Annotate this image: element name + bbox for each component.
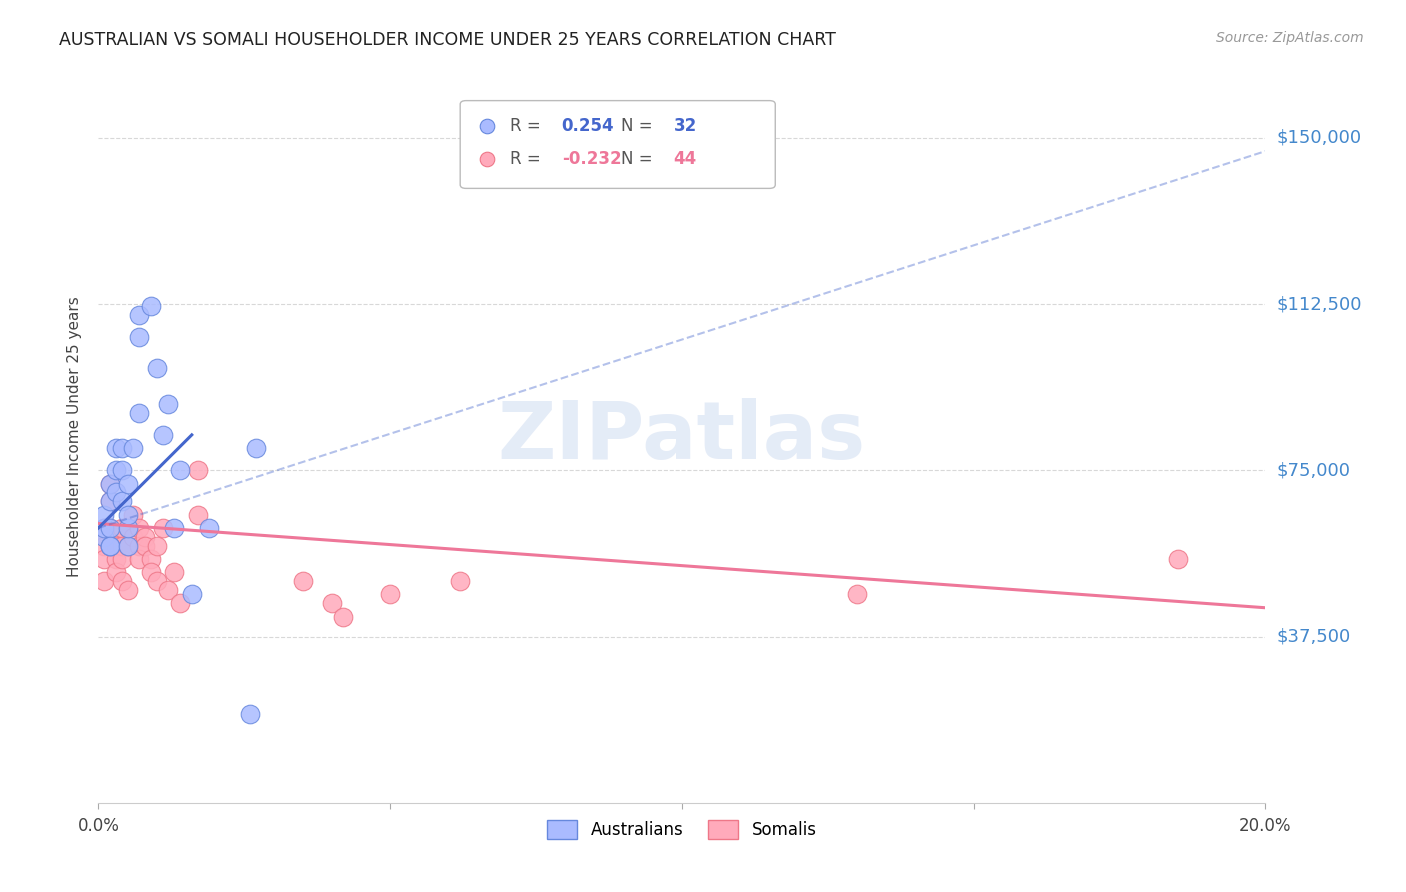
- Point: [111, 494, 134, 508]
- Point: [146, 361, 169, 376]
- Point: [169, 463, 191, 477]
- Point: [93, 574, 115, 589]
- Point: [104, 566, 127, 580]
- Text: N =: N =: [621, 117, 658, 136]
- Point: [321, 596, 343, 610]
- Text: $150,000: $150,000: [1277, 128, 1361, 147]
- Point: [122, 530, 145, 544]
- Point: [98, 494, 121, 508]
- Point: [380, 587, 402, 601]
- Point: [245, 441, 267, 455]
- Point: [139, 299, 162, 313]
- Text: -0.232: -0.232: [562, 150, 621, 168]
- Point: [98, 494, 121, 508]
- Point: [239, 707, 262, 722]
- Point: [98, 521, 121, 535]
- Point: [117, 582, 139, 597]
- Point: [117, 521, 139, 535]
- Text: $37,500: $37,500: [1277, 628, 1351, 646]
- Point: [449, 574, 471, 589]
- Point: [152, 521, 174, 535]
- Point: [93, 530, 115, 544]
- Point: [111, 521, 134, 535]
- Text: ZIPatlas: ZIPatlas: [498, 398, 866, 476]
- Point: [104, 441, 127, 455]
- Point: [846, 587, 869, 601]
- Text: 44: 44: [673, 150, 697, 168]
- Text: Source: ZipAtlas.com: Source: ZipAtlas.com: [1216, 31, 1364, 45]
- Point: [104, 530, 127, 544]
- Point: [139, 552, 162, 566]
- Point: [104, 485, 127, 500]
- Point: [117, 539, 139, 553]
- Point: [128, 308, 150, 322]
- Point: [111, 574, 134, 589]
- Point: [157, 397, 180, 411]
- Legend: Australians, Somalis: Australians, Somalis: [540, 814, 824, 846]
- Point: [128, 330, 150, 344]
- Point: [187, 508, 209, 522]
- Text: R =: R =: [510, 150, 547, 168]
- Point: [291, 574, 314, 589]
- Point: [157, 582, 180, 597]
- FancyBboxPatch shape: [460, 101, 775, 188]
- Point: [98, 539, 121, 553]
- Text: $112,500: $112,500: [1277, 295, 1362, 313]
- Point: [104, 552, 127, 566]
- Point: [93, 508, 115, 522]
- Point: [332, 609, 354, 624]
- Point: [163, 521, 186, 535]
- Point: [93, 530, 115, 544]
- Point: [128, 552, 150, 566]
- Point: [169, 596, 191, 610]
- Point: [128, 521, 150, 535]
- Point: [104, 463, 127, 477]
- Point: [128, 406, 150, 420]
- Point: [104, 539, 127, 553]
- Point: [98, 521, 121, 535]
- Point: [93, 521, 115, 535]
- Point: [117, 521, 139, 535]
- Point: [187, 463, 209, 477]
- Text: $75,000: $75,000: [1277, 461, 1351, 479]
- Point: [139, 566, 162, 580]
- Point: [128, 539, 150, 553]
- Point: [1167, 552, 1189, 566]
- Point: [111, 552, 134, 566]
- Text: AUSTRALIAN VS SOMALI HOUSEHOLDER INCOME UNDER 25 YEARS CORRELATION CHART: AUSTRALIAN VS SOMALI HOUSEHOLDER INCOME …: [59, 31, 837, 49]
- Text: 0.254: 0.254: [562, 117, 614, 136]
- Point: [146, 539, 169, 553]
- Point: [111, 539, 134, 553]
- Point: [93, 552, 115, 566]
- Point: [134, 539, 156, 553]
- Point: [93, 539, 115, 553]
- Point: [134, 530, 156, 544]
- Text: N =: N =: [621, 150, 658, 168]
- Point: [98, 539, 121, 553]
- Point: [93, 521, 115, 535]
- Point: [180, 587, 202, 601]
- Point: [122, 508, 145, 522]
- Y-axis label: Householder Income Under 25 years: Householder Income Under 25 years: [67, 297, 83, 577]
- Text: 32: 32: [673, 117, 697, 136]
- Point: [111, 463, 134, 477]
- Point: [122, 441, 145, 455]
- Point: [98, 539, 121, 553]
- Point: [111, 441, 134, 455]
- Point: [163, 566, 186, 580]
- Point: [117, 539, 139, 553]
- Point: [152, 428, 174, 442]
- Text: R =: R =: [510, 117, 547, 136]
- Point: [198, 521, 221, 535]
- Point: [98, 476, 121, 491]
- Point: [117, 476, 139, 491]
- Point: [98, 476, 121, 491]
- Point: [117, 508, 139, 522]
- Point: [146, 574, 169, 589]
